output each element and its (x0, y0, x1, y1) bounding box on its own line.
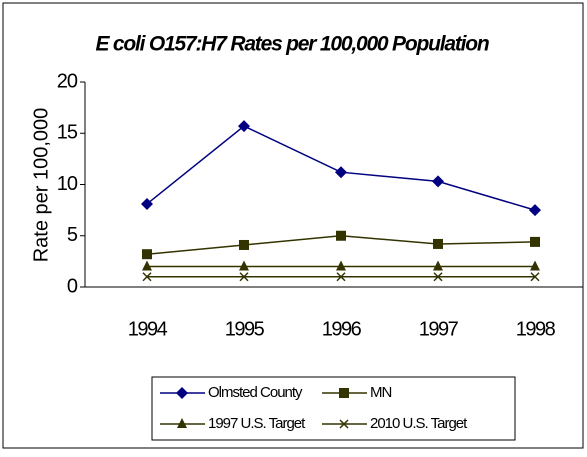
y-tick-label: 15 (57, 122, 78, 144)
marker (529, 204, 541, 217)
marker (336, 230, 346, 241)
marker (239, 260, 249, 271)
y-tick-label: 10 (57, 173, 78, 195)
legend-marker (177, 418, 187, 428)
marker (141, 197, 153, 210)
marker (142, 260, 152, 271)
legend-marker (339, 388, 349, 398)
legend-label: Olmsted County (208, 384, 303, 401)
marker (336, 260, 346, 271)
x-tick-label: 1994 (128, 318, 168, 340)
marker (530, 272, 540, 282)
marker (433, 238, 443, 249)
legend-label: 2010 U.S. Target (370, 415, 468, 432)
marker (433, 272, 443, 282)
x-tick-label: 1997 (419, 318, 459, 340)
x-tick-label: 1995 (225, 318, 265, 340)
marker (433, 260, 443, 271)
x-tick-label: 1998 (516, 318, 556, 340)
marker (142, 249, 152, 260)
marker (336, 272, 346, 282)
marker (530, 236, 540, 247)
legend-marker (339, 419, 349, 429)
y-tick-label: 20 (57, 70, 78, 92)
marker (432, 175, 444, 188)
legend-label: 1997 U.S. Target (208, 415, 306, 432)
y-tick-label: 5 (67, 224, 78, 246)
marker (142, 272, 152, 282)
legend-box (151, 376, 516, 441)
x-tick-label: 1996 (322, 318, 362, 340)
marker (239, 272, 249, 282)
marker (530, 260, 540, 271)
chart-title: E coli O157:H7 Rates per 100,000 Populat… (95, 33, 488, 56)
y-tick-label: 0 (67, 275, 78, 297)
marker (238, 120, 250, 133)
legend-marker (176, 387, 188, 399)
marker (239, 239, 249, 250)
y-axis-label: Rate per 100,000 (30, 108, 52, 263)
marker (335, 166, 347, 179)
legend-label: MN (370, 384, 391, 401)
chart-border (2, 2, 584, 449)
